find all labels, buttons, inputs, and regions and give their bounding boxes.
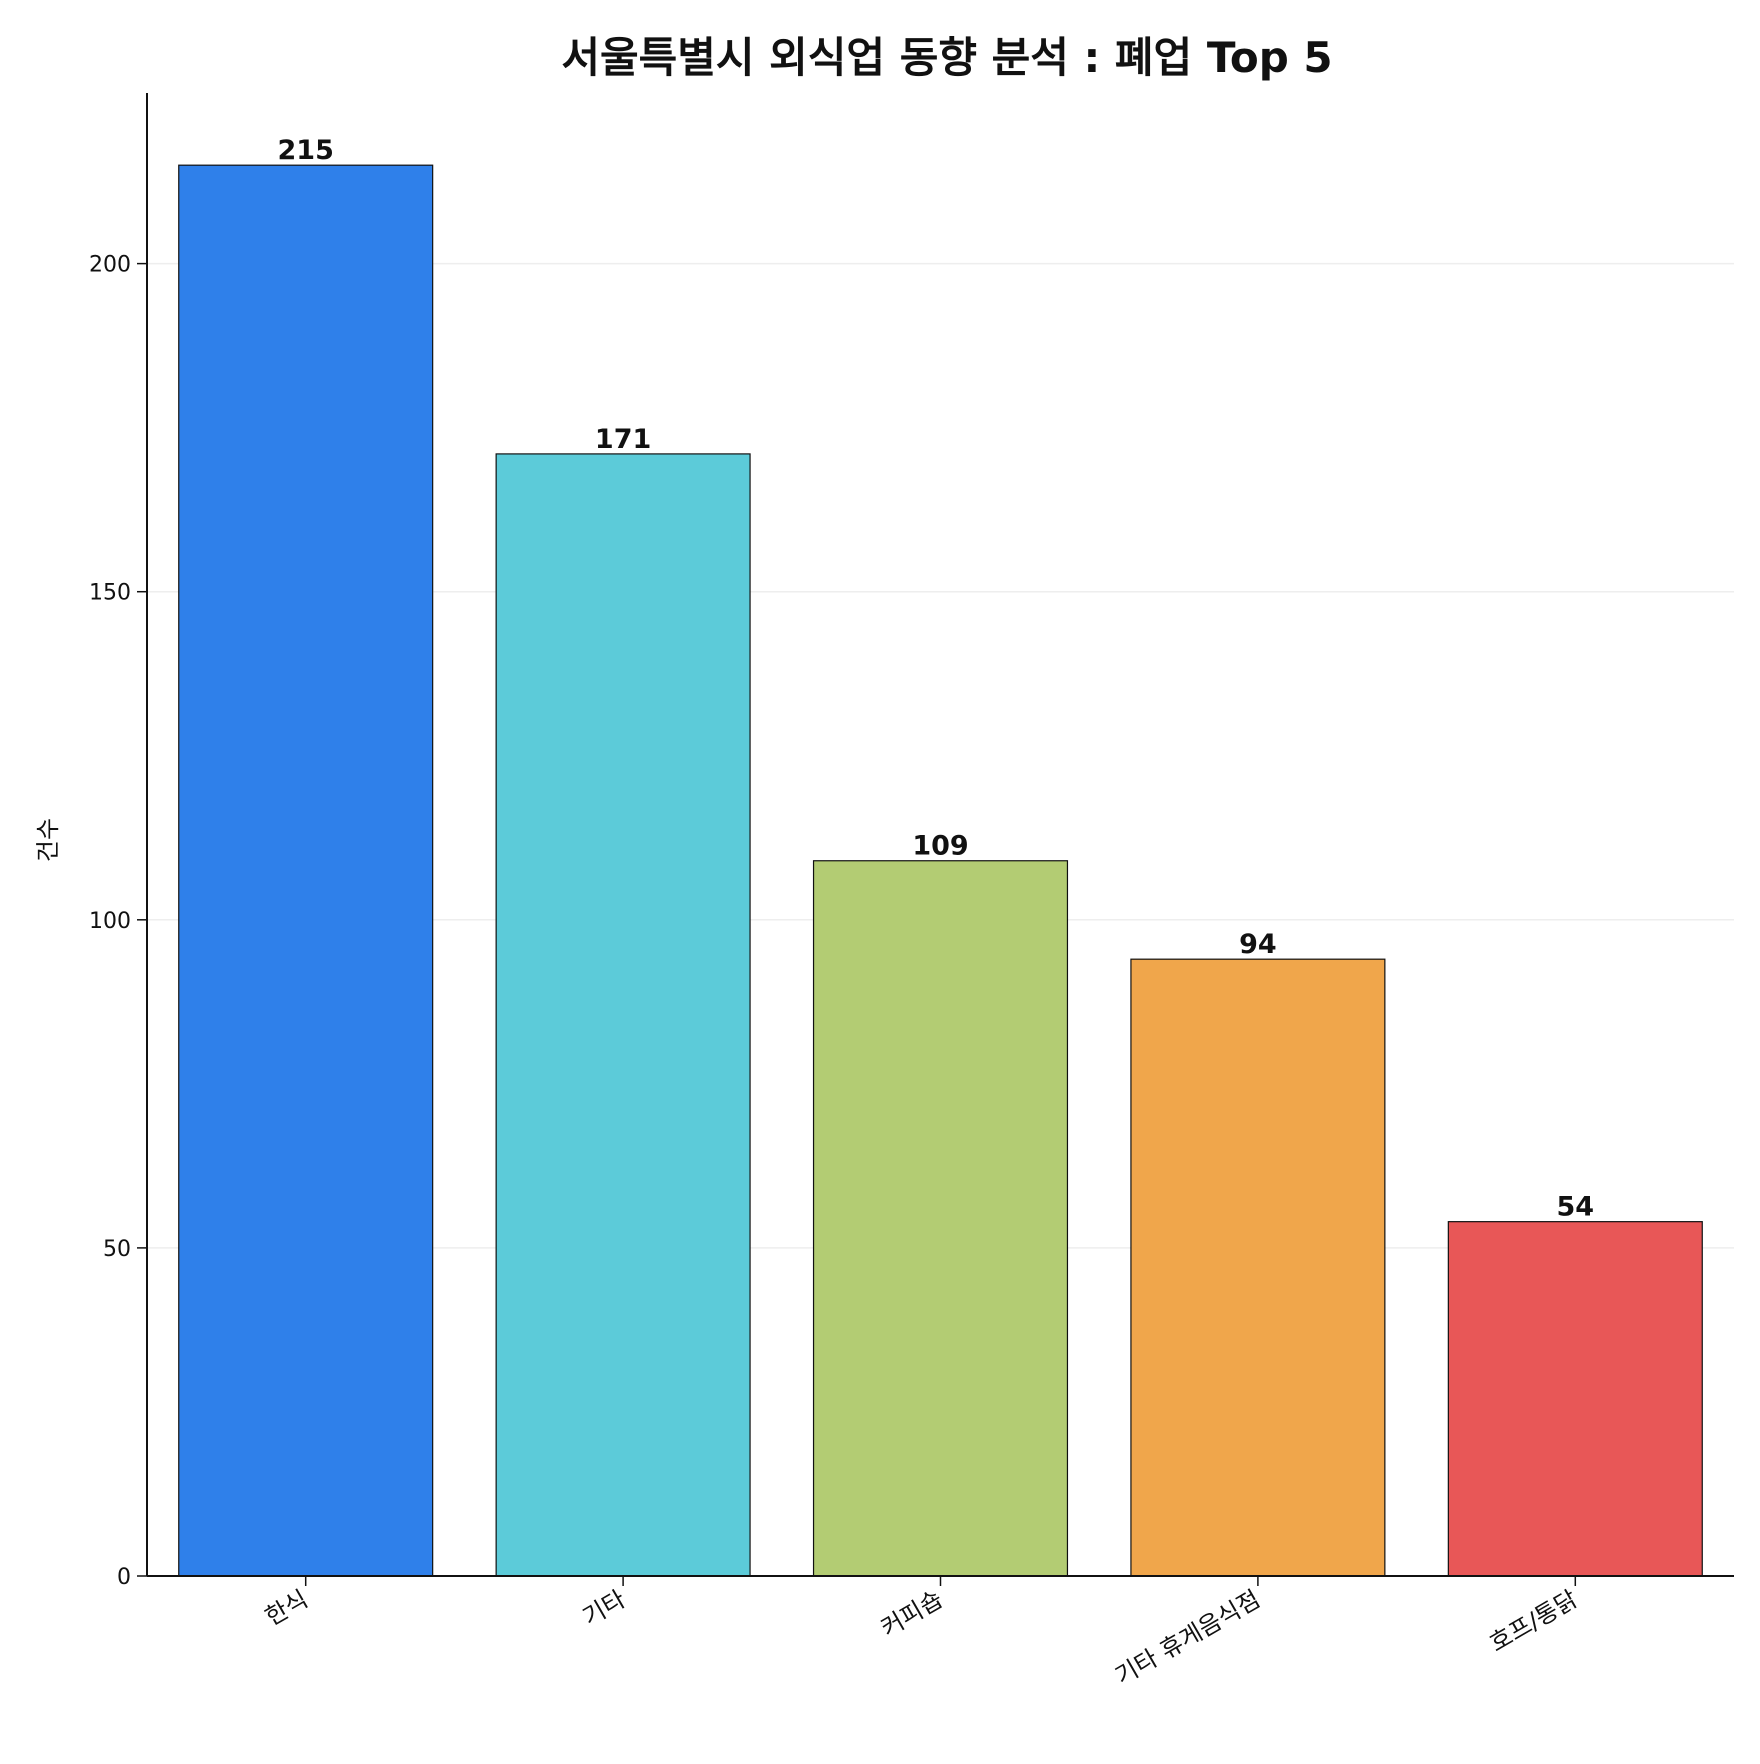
axes — [137, 93, 1734, 1586]
y-tick-label: 0 — [117, 1565, 131, 1590]
bar — [812, 860, 1069, 1577]
data-label: 171 — [595, 424, 651, 455]
x-tick-label: 기타 — [578, 1585, 630, 1631]
chart-title: 서울특별시 외식업 동향 분석 : 폐업 Top 5 — [561, 33, 1332, 82]
y-tick-label: 50 — [103, 1237, 131, 1262]
bar — [178, 164, 434, 1577]
bar — [1130, 958, 1386, 1577]
x-tick-label: 한식 — [260, 1585, 312, 1631]
data-label: 109 — [912, 831, 968, 862]
bars — [178, 164, 1703, 1577]
data-label: 54 — [1557, 1192, 1595, 1223]
y-tick-label: 150 — [89, 581, 131, 606]
x-tick-label: 커피숍 — [876, 1585, 947, 1642]
data-label: 94 — [1239, 929, 1277, 960]
x-tick-label: 호프/통닭 — [1485, 1585, 1582, 1657]
y-tick-label: 200 — [89, 253, 131, 278]
y-tick-label: 100 — [89, 909, 131, 934]
data-label: 215 — [278, 135, 334, 166]
bar — [495, 453, 751, 1577]
y-axis-label: 건수 — [34, 818, 62, 862]
bar — [1447, 1221, 1703, 1577]
x-tick-label: 기타 휴게음식점 — [1110, 1585, 1264, 1690]
